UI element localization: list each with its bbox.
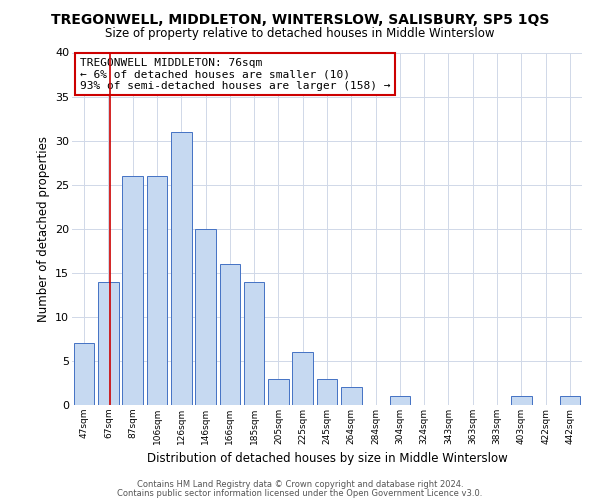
Text: Contains HM Land Registry data © Crown copyright and database right 2024.: Contains HM Land Registry data © Crown c… <box>137 480 463 489</box>
Bar <box>74 344 94 405</box>
Bar <box>195 229 216 405</box>
Bar <box>317 378 337 405</box>
Y-axis label: Number of detached properties: Number of detached properties <box>37 136 50 322</box>
Text: Size of property relative to detached houses in Middle Winterslow: Size of property relative to detached ho… <box>105 28 495 40</box>
X-axis label: Distribution of detached houses by size in Middle Winterslow: Distribution of detached houses by size … <box>146 452 508 466</box>
Bar <box>389 396 410 405</box>
Bar <box>244 282 265 405</box>
Bar <box>341 388 362 405</box>
Text: Contains public sector information licensed under the Open Government Licence v3: Contains public sector information licen… <box>118 488 482 498</box>
Bar <box>171 132 191 405</box>
Bar <box>268 378 289 405</box>
Bar <box>98 282 119 405</box>
Bar <box>122 176 143 405</box>
Bar <box>560 396 580 405</box>
Bar <box>146 176 167 405</box>
Bar <box>511 396 532 405</box>
Text: TREGONWELL, MIDDLETON, WINTERSLOW, SALISBURY, SP5 1QS: TREGONWELL, MIDDLETON, WINTERSLOW, SALIS… <box>51 12 549 26</box>
Bar <box>220 264 240 405</box>
Text: TREGONWELL MIDDLETON: 76sqm
← 6% of detached houses are smaller (10)
93% of semi: TREGONWELL MIDDLETON: 76sqm ← 6% of deta… <box>80 58 390 91</box>
Bar <box>292 352 313 405</box>
